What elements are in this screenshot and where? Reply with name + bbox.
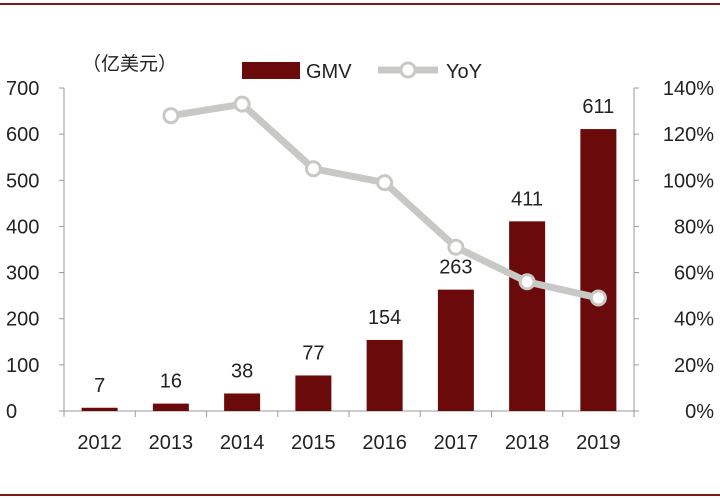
bar-series-gmv — [81, 129, 617, 411]
legend-marker-yoy — [399, 61, 417, 79]
bar-gmv — [366, 339, 403, 411]
y-right-tick-label: 120% — [663, 124, 714, 146]
x-tick-label: 2019 — [576, 432, 621, 454]
bar-gmv — [152, 403, 189, 411]
yoy-point — [376, 174, 394, 192]
x-tick-label: 2014 — [220, 432, 265, 454]
x-tick-label: 2018 — [505, 432, 550, 454]
bottom-frame-rule — [0, 494, 720, 496]
yoy-point — [447, 238, 465, 256]
y-right-tick-label: 60% — [674, 263, 714, 285]
y-right-tick-label: 100% — [663, 170, 714, 192]
x-tick-label: 2016 — [362, 432, 407, 454]
y-right-tick-label: 80% — [674, 216, 714, 238]
x-tick-label: 2013 — [149, 432, 194, 454]
bar-gmv — [437, 289, 474, 411]
y-left-tick-label: 600 — [6, 124, 39, 146]
bar-value-label: 611 — [582, 96, 614, 118]
bar-gmv — [81, 407, 118, 411]
y-right-tick-label: 140% — [663, 78, 714, 100]
y-axis-unit-label: （亿美元） — [82, 53, 177, 75]
bar-value-label: 77 — [302, 342, 324, 364]
y-left-tick-label: 700 — [6, 78, 39, 100]
y-left-tick-label: 300 — [6, 263, 39, 285]
bar-value-label: 38 — [231, 360, 253, 382]
bar-gmv — [224, 393, 261, 411]
yoy-point — [518, 273, 536, 291]
x-tick-label: 2017 — [434, 432, 479, 454]
yoy-point — [162, 107, 180, 125]
bar-gmv — [580, 129, 617, 411]
bar-value-label: 16 — [160, 371, 182, 393]
x-tick-label: 2012 — [77, 432, 122, 454]
x-tick-label: 2015 — [291, 432, 336, 454]
y-left-tick-label: 500 — [6, 170, 39, 192]
yoy-point — [589, 289, 607, 307]
bar-value-label: 154 — [368, 307, 401, 329]
y-right-tick-label: 20% — [674, 355, 714, 377]
bar-data-labels: 7 16 38 77 154 263 411 611 — [94, 96, 614, 397]
legend-label-yoy: YoY — [446, 61, 482, 83]
bar-value-label: 263 — [439, 257, 472, 279]
y-left-tick-label: 400 — [6, 216, 39, 238]
y-left-tick-label: 200 — [6, 309, 39, 331]
line-series-yoy — [162, 95, 607, 307]
bar-value-label: 411 — [511, 188, 543, 210]
bar-gmv — [295, 375, 332, 411]
yoy-point — [304, 160, 322, 178]
bar-value-label: 7 — [94, 375, 105, 397]
legend-label-gmv: GMV — [306, 61, 352, 83]
top-frame-rule — [0, 3, 720, 5]
yoy-point — [233, 95, 251, 113]
y-left-tick-label: 100 — [6, 355, 39, 377]
bar-gmv — [509, 221, 546, 411]
chart-axes: 0 100 200 300 400 500 600 700 0% 20% 40% 60% 80% 100%… — [6, 78, 714, 454]
chart-legend: GMV YoY — [242, 61, 482, 83]
legend-swatch-gmv — [242, 62, 300, 79]
y-right-tick-label: 40% — [674, 309, 714, 331]
y-left-tick-label: 0 — [6, 401, 17, 423]
y-right-tick-label: 0% — [685, 401, 714, 423]
